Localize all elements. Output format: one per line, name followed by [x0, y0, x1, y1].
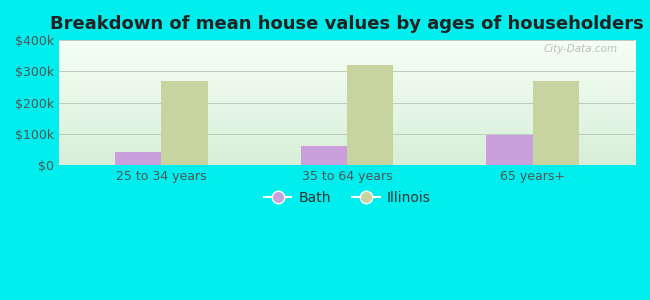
Bar: [300, 146, 347, 165]
Bar: [486, 135, 533, 165]
Bar: [347, 65, 393, 165]
Bar: [533, 81, 579, 165]
Bar: [161, 81, 207, 165]
Title: Breakdown of mean house values by ages of householders: Breakdown of mean house values by ages o…: [50, 15, 644, 33]
Bar: [115, 152, 161, 165]
Legend: Bath, Illinois: Bath, Illinois: [258, 185, 436, 210]
Text: City-Data.com: City-Data.com: [543, 44, 618, 54]
